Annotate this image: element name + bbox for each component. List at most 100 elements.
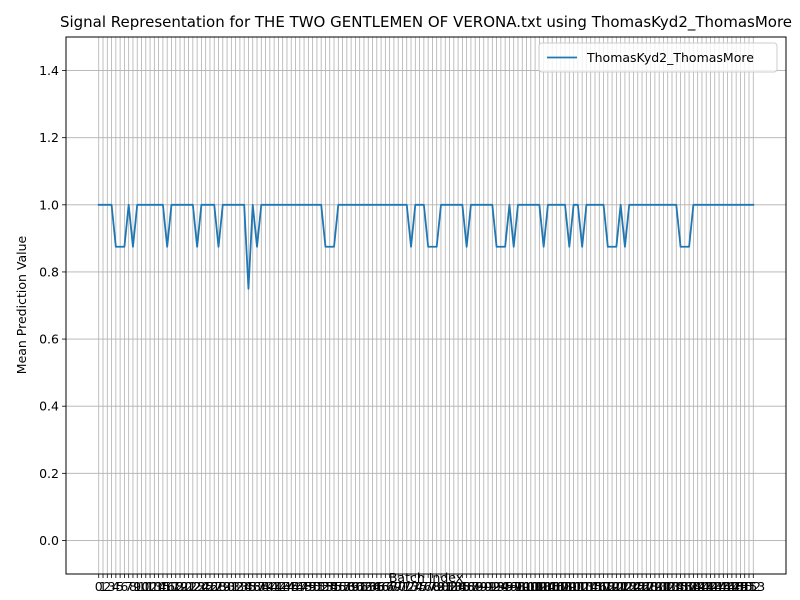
x-tick-label: 126 — [626, 579, 650, 594]
x-tick-label: 153 — [741, 579, 765, 594]
x-tick-label: 43 — [275, 579, 291, 594]
x-tick-label: 104 — [532, 579, 556, 594]
plot-area — [66, 37, 786, 574]
x-tick-label: 34 — [236, 579, 252, 594]
x-tick-label: 2 — [103, 579, 111, 594]
x-tick-label: 149 — [724, 579, 748, 594]
x-tick-label: 118 — [592, 579, 616, 594]
x-tick-label: 73 — [403, 579, 419, 594]
x-tick-label: 105 — [536, 579, 560, 594]
x-tick-label: 55 — [326, 579, 342, 594]
x-tick-label: 110 — [557, 579, 581, 594]
x-tick-label: 51 — [309, 579, 325, 594]
x-tick-label: 119 — [596, 579, 620, 594]
x-tick-label: 38 — [253, 579, 269, 594]
y-axis-ticks: 0.0 0.2 0.4 0.6 0.8 1.0 1.2 1.4 — [39, 63, 66, 548]
legend-label-series: ThomasKyd2_ThomasMore — [586, 50, 754, 65]
x-tick-label: 21 — [181, 579, 197, 594]
x-tick-label: 96 — [501, 579, 517, 594]
x-tick-label: 142 — [694, 579, 718, 594]
x-tick-label: 145 — [707, 579, 731, 594]
x-tick-label: 28 — [211, 579, 227, 594]
y-tick-label: 0.4 — [39, 399, 59, 414]
x-tick-label: 138 — [677, 579, 701, 594]
x-tick-label: 66 — [373, 579, 389, 594]
x-tick-label: 3 — [108, 579, 116, 594]
x-tick-label: 113 — [570, 579, 594, 594]
x-tick-label: 152 — [737, 579, 761, 594]
x-tick-label: 141 — [690, 579, 714, 594]
x-tick-label: 4 — [112, 579, 120, 594]
x-tick-label: 57 — [335, 579, 351, 594]
x-tick-label: 35 — [241, 579, 257, 594]
series-line — [97, 203, 755, 290]
x-tick-label: 32 — [228, 579, 244, 594]
x-tick-label: 116 — [583, 579, 607, 594]
x-tick-label: 77 — [420, 579, 436, 594]
x-tick-label: 125 — [622, 579, 646, 594]
x-tick-label: 61 — [352, 579, 368, 594]
x-tick-label: 33 — [232, 579, 248, 594]
x-tick-label: 150 — [729, 579, 753, 594]
y-tick-label: 0.0 — [39, 533, 59, 548]
x-tick-label: 65 — [369, 579, 385, 594]
x-tick-label: 56 — [330, 579, 346, 594]
x-tick-label: 102 — [523, 579, 547, 594]
x-tick-label: 100 — [515, 579, 539, 594]
x-tick-label: 108 — [549, 579, 573, 594]
x-tick-label: 92 — [484, 579, 500, 594]
x-tick-label: 39 — [258, 579, 274, 594]
x-tick-label: 60 — [347, 579, 363, 594]
x-tick-label: 135 — [664, 579, 688, 594]
x-tick-label: 75 — [412, 579, 428, 594]
x-tick-label: 133 — [656, 579, 680, 594]
x-tick-label: 112 — [566, 579, 590, 594]
y-tick-label: 1.0 — [39, 197, 59, 212]
x-tick-label: 42 — [270, 579, 286, 594]
x-tick-label: 130 — [643, 579, 667, 594]
x-tick-label: 76 — [416, 579, 432, 594]
x-tick-label: 26 — [202, 579, 218, 594]
x-tick-label: 53 — [318, 579, 334, 594]
x-tick-label: 40 — [262, 579, 278, 594]
x-tick-label: 88 — [467, 579, 483, 594]
x-tick-label: 8 — [129, 579, 137, 594]
x-tick-label: 47 — [292, 579, 308, 594]
x-tick-label: 54 — [322, 579, 338, 594]
x-tick-label: 97 — [506, 579, 522, 594]
x-tick-label: 129 — [639, 579, 663, 594]
x-tick-label: 82 — [442, 579, 458, 594]
x-tick-label: 12 — [142, 579, 158, 594]
y-axis-label: Mean Prediction Value — [14, 235, 29, 374]
x-tick-label: 23 — [189, 579, 205, 594]
x-tick-label: 89 — [472, 579, 488, 594]
x-tick-label: 81 — [437, 579, 453, 594]
x-tick-label: 132 — [652, 579, 676, 594]
x-tick-label: 63 — [360, 579, 376, 594]
x-tick-label: 122 — [609, 579, 633, 594]
x-tick-label: 52 — [313, 579, 329, 594]
x-tick-label: 93 — [489, 579, 505, 594]
x-tick-label: 124 — [617, 579, 641, 594]
x-tick-label: 151 — [733, 579, 757, 594]
x-tick-label: 120 — [600, 579, 624, 594]
x-tick-label: 27 — [206, 579, 222, 594]
x-tick-label: 68 — [382, 579, 398, 594]
x-tick-label: 144 — [703, 579, 727, 594]
x-tick-label: 139 — [681, 579, 705, 594]
x-tick-label: 7 — [125, 579, 133, 594]
x-tick-label: 64 — [365, 579, 381, 594]
x-tick-label: 134 — [660, 579, 684, 594]
x-axis-ticks: 0123456789101112131415161718192021222324… — [95, 574, 765, 594]
x-tick-label: 115 — [579, 579, 603, 594]
x-tick-label: 131 — [647, 579, 671, 594]
x-tick-label: 85 — [454, 579, 470, 594]
y-tick-label: 0.2 — [39, 466, 59, 481]
x-tick-label: 91 — [480, 579, 496, 594]
x-tick-label: 30 — [219, 579, 235, 594]
x-tick-label: 69 — [386, 579, 402, 594]
x-tick-label: 10 — [134, 579, 150, 594]
x-tick-label: 128 — [634, 579, 658, 594]
x-tick-label: 99 — [514, 579, 530, 594]
x-tick-label: 140 — [686, 579, 710, 594]
